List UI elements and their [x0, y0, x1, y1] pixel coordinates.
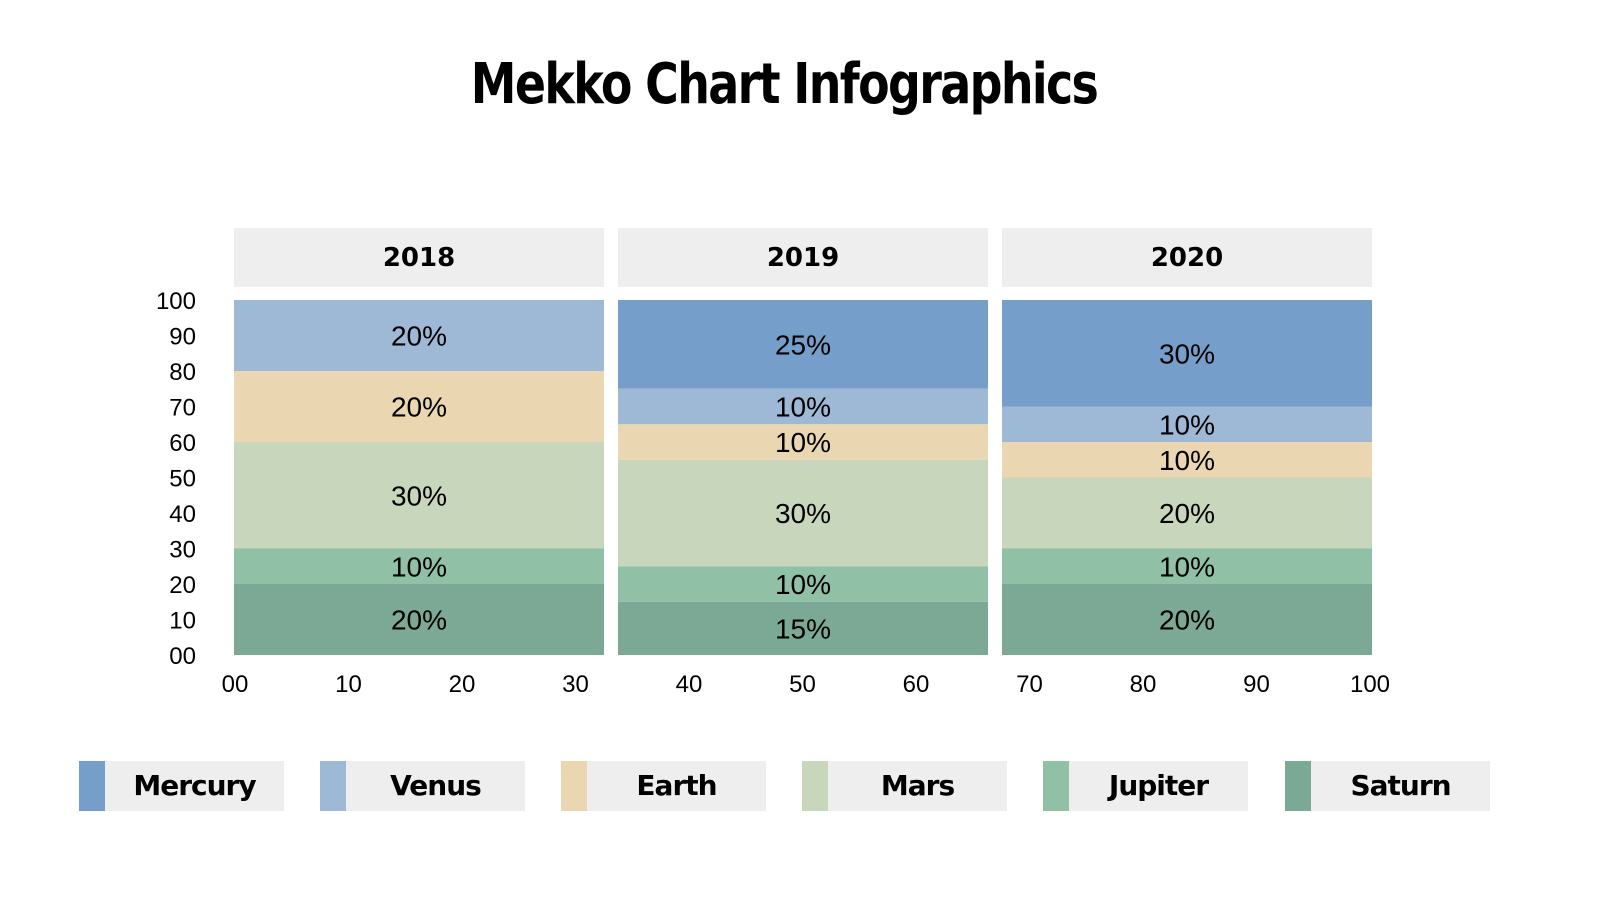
legend-swatch	[320, 761, 346, 811]
x-tick-label: 00	[222, 671, 249, 698]
segment-saturn	[1002, 584, 1372, 655]
segment-earth	[618, 424, 988, 460]
x-tick-label: 100	[1350, 671, 1390, 698]
y-tick-label: 40	[169, 501, 196, 528]
y-tick-label: 70	[169, 395, 196, 422]
y-tick-label: 20	[169, 572, 196, 599]
legend-label: Mercury	[133, 769, 256, 802]
x-tick-label: 90	[1243, 671, 1270, 698]
y-tick-label: 10	[169, 608, 196, 635]
y-tick-label: 80	[169, 359, 196, 386]
segment-saturn	[234, 584, 604, 655]
column-header	[618, 228, 988, 287]
segment-label: 25%	[775, 329, 831, 360]
x-tick-label: 70	[1016, 671, 1043, 698]
legend-label: Venus	[390, 769, 482, 802]
legend-item-saturn: Saturn	[1285, 761, 1490, 811]
segment-jupiter	[234, 548, 604, 584]
y-tick-label: 50	[169, 466, 196, 493]
legend-swatch	[79, 761, 105, 811]
segment-earth	[234, 371, 604, 442]
segment-label: 10%	[775, 392, 831, 423]
segment-mercury	[1002, 300, 1372, 407]
segment-label: 10%	[1159, 551, 1215, 582]
column-header-label: 2019	[767, 243, 839, 273]
segment-label: 30%	[1159, 338, 1215, 369]
legend-label: Earth	[636, 769, 717, 802]
segment-mercury	[618, 300, 988, 389]
column-header	[1002, 228, 1372, 287]
legend-item-mercury: Mercury	[79, 761, 284, 811]
segment-mars	[1002, 477, 1372, 549]
column-header-label: 2020	[1151, 243, 1223, 273]
segment-earth	[1002, 442, 1372, 478]
segment-label: 20%	[391, 392, 447, 423]
segment-label: 10%	[775, 569, 831, 600]
segment-jupiter	[1002, 548, 1372, 584]
legend-swatch	[561, 761, 587, 811]
x-tick-label: 80	[1130, 671, 1157, 698]
x-tick-label: 40	[676, 671, 703, 698]
y-tick-label: 90	[169, 324, 196, 351]
segment-jupiter	[618, 566, 988, 602]
y-tick-label: 60	[169, 430, 196, 457]
legend-item-mars: Mars	[802, 761, 1007, 811]
column-header	[234, 228, 604, 287]
x-tick-label: 20	[449, 671, 476, 698]
x-tick-label: 10	[335, 671, 362, 698]
segment-label: 15%	[775, 613, 831, 644]
x-tick-label: 50	[789, 671, 816, 698]
segment-label: 10%	[1159, 445, 1215, 476]
x-tick-label: 30	[562, 671, 589, 698]
segment-label: 30%	[391, 480, 447, 511]
legend-item-venus: Venus	[320, 761, 525, 811]
segment-label: 20%	[1159, 605, 1215, 636]
segment-venus	[1002, 406, 1372, 442]
segment-venus	[234, 300, 604, 371]
segment-label: 10%	[775, 427, 831, 458]
x-tick-label: 60	[903, 671, 930, 698]
legend-item-earth: Earth	[561, 761, 766, 811]
segment-label: 10%	[391, 551, 447, 582]
y-tick-label: 00	[169, 643, 196, 670]
segment-label: 10%	[1159, 409, 1215, 440]
legend-label: Jupiter	[1108, 769, 1209, 802]
segment-label: 20%	[1159, 498, 1215, 529]
column-header-label: 2018	[383, 243, 455, 273]
segment-saturn	[618, 601, 988, 655]
legend-label: Mars	[880, 769, 955, 802]
y-tick-label: 100	[156, 288, 196, 315]
page-title: Mekko Chart Infographics	[470, 52, 1099, 117]
segment-label: 20%	[391, 321, 447, 352]
legend-item-jupiter: Jupiter	[1043, 761, 1248, 811]
segment-mars	[234, 442, 604, 549]
segment-label: 30%	[775, 498, 831, 529]
legend-swatch	[1043, 761, 1069, 811]
legend-label: Saturn	[1350, 769, 1451, 802]
legend-swatch	[802, 761, 828, 811]
segment-venus	[618, 388, 988, 425]
segment-mars	[618, 459, 988, 567]
y-tick-label: 30	[169, 537, 196, 564]
legend-swatch	[1285, 761, 1311, 811]
segment-label: 20%	[391, 605, 447, 636]
